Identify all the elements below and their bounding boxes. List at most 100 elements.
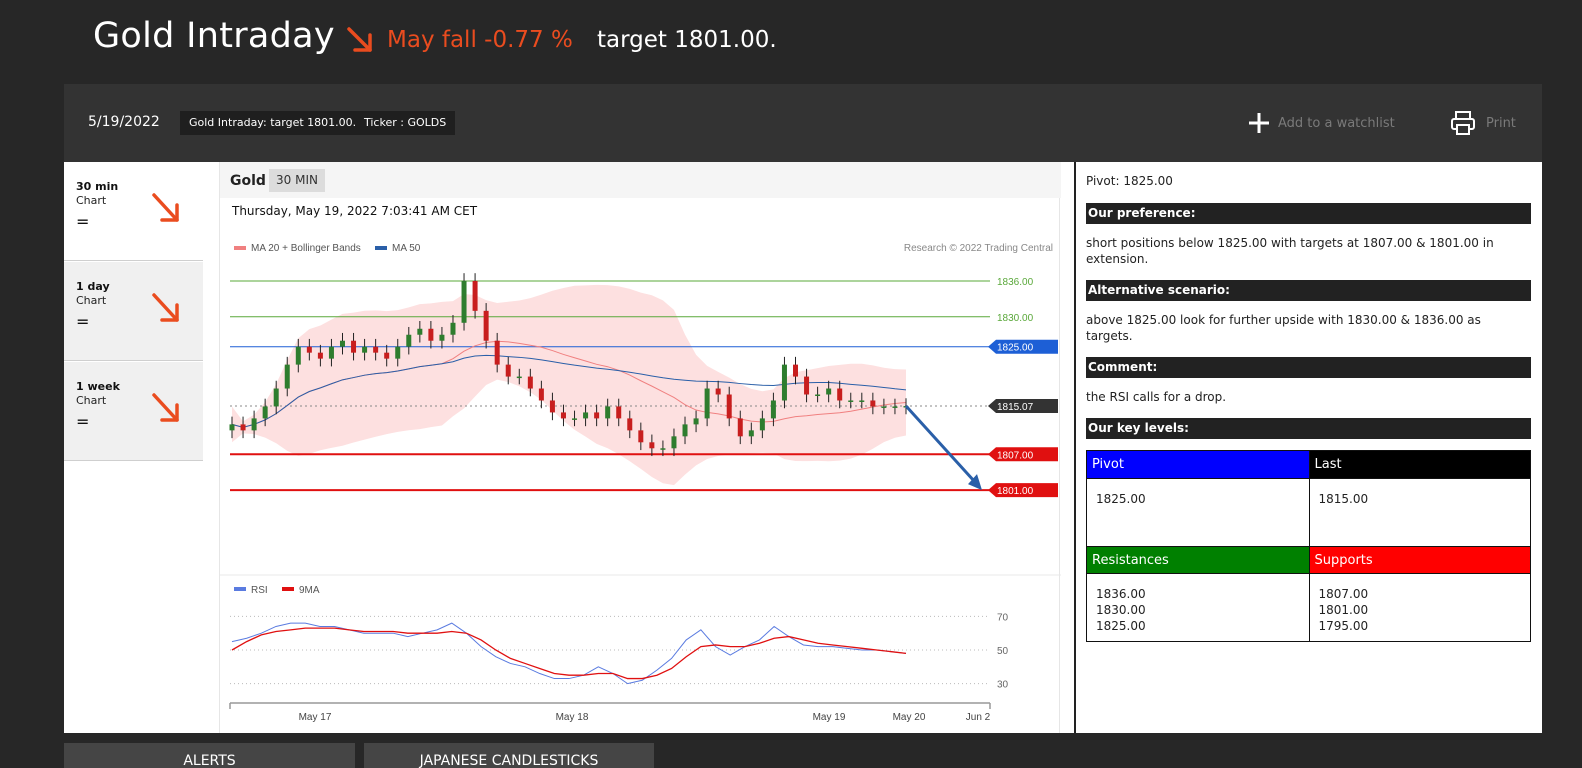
candle-body (616, 406, 622, 419)
panel-divider (1074, 162, 1076, 733)
candle-body (848, 400, 854, 402)
legend-swatch-ma20 (234, 246, 246, 250)
legend-ma20: MA 20 + Bollinger Bands (251, 243, 361, 254)
candle-body (649, 442, 655, 449)
rsi-ma-line (231, 627, 907, 680)
support-value: 1807.00 (1318, 587, 1369, 601)
projection-arrow-line (904, 405, 978, 485)
supports-label: Supports (1309, 546, 1530, 573)
candle-body (560, 412, 566, 419)
comment-text: the RSI calls for a drop. (1086, 390, 1227, 404)
candle-body (638, 430, 644, 443)
candle-body (284, 364, 290, 389)
preference-heading: Our preference: (1086, 203, 1531, 224)
candle-body (339, 340, 345, 347)
candle-body (715, 388, 721, 395)
sidebar-item-eq: = (76, 212, 90, 231)
sidebar-item-1week[interactable]: 1 week Chart = (64, 362, 203, 461)
candle-body (881, 406, 887, 408)
chart-credit: Research © 2022 Trading Central (904, 243, 1053, 254)
candle-body (295, 346, 301, 365)
sidebar-item-period: 1 day (76, 280, 110, 293)
supports-cell: Supports 1807.00 1801.00 1795.00 (1308, 546, 1530, 641)
arrow-down-right-icon (152, 393, 179, 422)
level-label: 1825.00 (997, 343, 1034, 354)
arrow-down-right-icon (152, 293, 179, 322)
level-label: 1836.00 (997, 277, 1034, 288)
resistances-values: 1836.00 1830.00 1825.00 (1087, 573, 1309, 641)
ma50-line (231, 354, 907, 428)
candle-body (693, 418, 699, 425)
candle-body (804, 376, 810, 395)
legend-ma50: MA 50 (392, 243, 421, 254)
candle-body (583, 412, 589, 419)
candle-body (384, 352, 390, 359)
x-tick-label: May 19 (813, 712, 846, 723)
candle-body (240, 424, 246, 431)
candle-body (406, 334, 412, 347)
x-tick-label: Jun 2 (966, 712, 991, 723)
candle-body (505, 364, 511, 377)
resistance-value: 1830.00 (1096, 603, 1146, 617)
sidebar-item-eq: = (76, 412, 90, 431)
projection-arrow-head (968, 474, 982, 491)
ticker-tag: Ticker : GOLDS (355, 111, 456, 135)
resistance-value: 1825.00 (1096, 619, 1146, 633)
rsi-line (231, 622, 907, 685)
level-label: 1807.00 (997, 450, 1034, 461)
printer-icon (1451, 111, 1475, 135)
alternative-text: above 1825.00 look for further upside wi… (1086, 313, 1481, 343)
candle-body (306, 346, 312, 353)
page-title: Gold Intraday (93, 16, 335, 56)
price-chart: MA 20 + Bollinger Bands MA 50 Research ©… (220, 243, 1061, 723)
sidebar-item-sub: Chart (76, 394, 107, 407)
sidebar-item-1day[interactable]: 1 day Chart = (64, 262, 203, 361)
candle-body (671, 436, 677, 449)
candle-body (826, 388, 832, 395)
watchlist-label: Add to a watchlist (1278, 115, 1395, 131)
supports-values: 1807.00 1801.00 1795.00 (1309, 573, 1530, 641)
legend-rsi-ma: 9MA (299, 585, 320, 596)
change-text: May fall -0.77 % (387, 27, 573, 53)
add-watchlist-button[interactable]: Add to a watchlist (1248, 110, 1395, 136)
alternative-heading: Alternative scenario: (1086, 280, 1531, 301)
candle-body (704, 388, 710, 419)
last-value: 1815.00 (1309, 478, 1530, 546)
candle-body (538, 388, 544, 401)
tab-alerts[interactable]: ALERTS (64, 743, 355, 768)
candle-body (770, 400, 776, 419)
sidebar-item-30min[interactable]: 30 min Chart = (64, 162, 203, 261)
candle-body (439, 334, 445, 341)
rsi-level-label: 30 (997, 680, 1009, 691)
candle-body (594, 412, 600, 419)
candle-body (362, 346, 368, 353)
candle-body (395, 346, 401, 359)
timeframe-sidebar: 30 min Chart = 1 day Chart = 1 week Char… (64, 162, 203, 462)
key-levels-heading: Our key levels: (1086, 418, 1531, 439)
resistances-cell: Resistances 1836.00 1830.00 1825.00 (1087, 546, 1309, 641)
sidebar-item-sub: Chart (76, 294, 107, 307)
candle-body (461, 280, 467, 323)
candle-body (892, 406, 898, 408)
candle-body (450, 322, 456, 335)
candle-body (549, 400, 555, 413)
last-cell: Last 1815.00 (1308, 451, 1530, 546)
level-label: 1815.07 (997, 402, 1034, 413)
candle-body (251, 418, 257, 431)
candle-body (781, 364, 787, 401)
candle-body (837, 388, 843, 401)
level-tag (988, 339, 1058, 354)
timeframe-badge[interactable]: 30 MIN (269, 169, 325, 192)
publish-date: 5/19/2022 (88, 114, 160, 130)
level-label: 1830.00 (997, 313, 1034, 324)
print-button[interactable]: Print (1450, 109, 1516, 137)
comment-heading: Comment: (1086, 357, 1531, 378)
tab-japanese-candlesticks[interactable]: JAPANESE CANDLESTICKS (364, 743, 654, 768)
candle-body (793, 364, 799, 377)
pivot-cell: Pivot 1825.00 (1087, 451, 1309, 546)
candle-body (815, 394, 821, 396)
sidebar-item-period: 30 min (76, 180, 119, 193)
candle-body (428, 328, 434, 341)
candle-body (726, 394, 732, 419)
resistance-value: 1836.00 (1096, 587, 1146, 601)
